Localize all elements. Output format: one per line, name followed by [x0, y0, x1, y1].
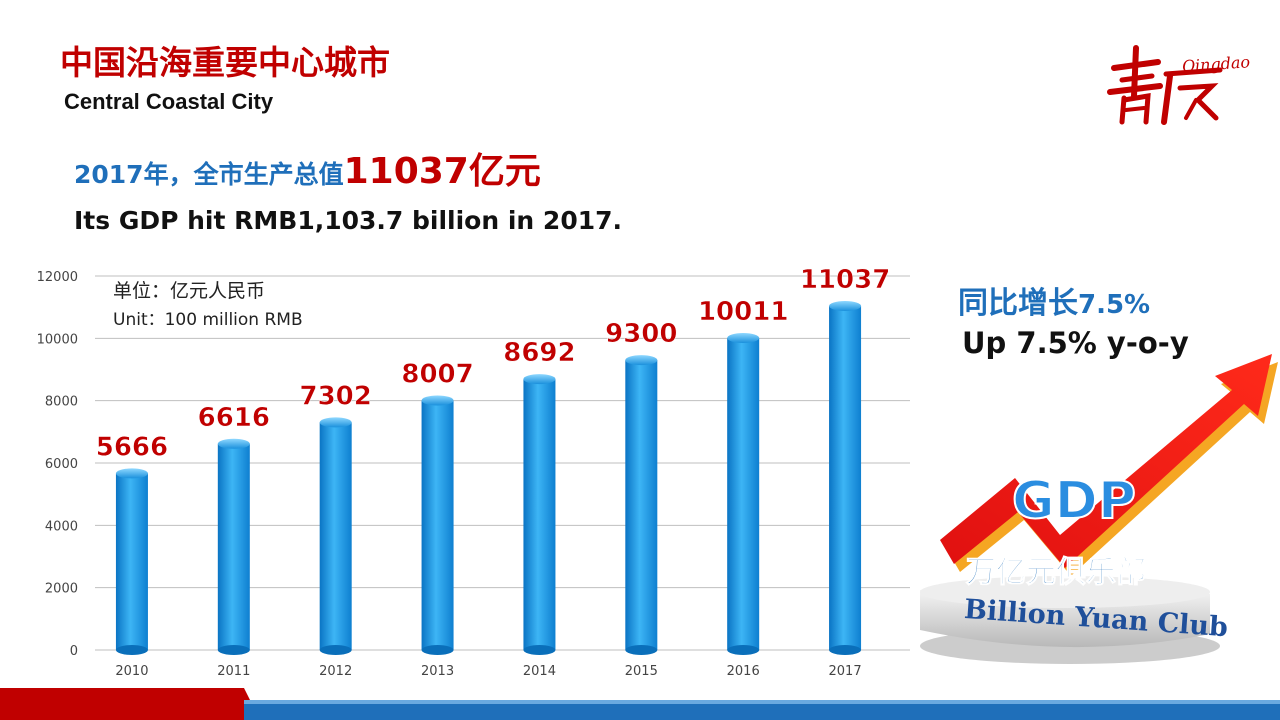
- bar-body: [115, 473, 148, 650]
- bar-2013: [421, 395, 454, 655]
- growth-text-cn: 同比增长: [958, 286, 1078, 321]
- gdp-bar-chart: 0 2000 4000 6000 8000 10000 12000 5666 2010 6616 2…: [37, 265, 910, 679]
- data-label: 8692: [503, 338, 575, 368]
- bar-body: [319, 422, 352, 650]
- data-label: 6616: [198, 403, 270, 433]
- qingdao-script-text: Qingdao: [1181, 52, 1250, 76]
- gdp-headline-lead: 2017年，全市生产总值: [74, 160, 344, 189]
- red-growth-arrow: [940, 354, 1278, 576]
- y-tick-label: 10000: [37, 332, 78, 347]
- y-tick-label: 6000: [45, 457, 78, 472]
- bar-base: [625, 645, 658, 655]
- bar-base: [115, 645, 148, 655]
- bar-top: [625, 355, 658, 366]
- club-label-cn: 万亿元俱乐部: [966, 555, 1146, 590]
- y-tick-label: 0: [70, 644, 78, 659]
- x-tick-label: 2016: [727, 664, 760, 679]
- bar-top: [115, 468, 148, 479]
- bar-base: [319, 645, 352, 655]
- x-tick-label: 2014: [523, 664, 556, 679]
- bar-base: [523, 645, 556, 655]
- chart-unit-cn: 单位：亿元人民币: [113, 280, 265, 302]
- bar-top: [319, 417, 352, 428]
- x-tick-label: 2013: [421, 664, 454, 679]
- gdp-headline-amount: 11037亿元: [343, 151, 541, 192]
- bar-base: [217, 645, 250, 655]
- growth-pct: 7.5%: [1078, 290, 1151, 320]
- bar-2014: [523, 374, 556, 655]
- slide-title-cn: 中国沿海重要中心城市: [60, 43, 390, 82]
- qingdao-calligraphy-mark: [1107, 45, 1223, 125]
- bar-base: [727, 645, 760, 655]
- data-label: 7302: [300, 381, 372, 411]
- y-tick-label: 12000: [37, 270, 78, 285]
- bottom-decor-bar: [0, 688, 1280, 720]
- bar-top: [523, 374, 556, 385]
- data-label: 5666: [96, 432, 168, 462]
- data-label: 8007: [401, 359, 473, 389]
- data-label: 11037: [800, 265, 890, 295]
- bar-2010: [115, 468, 148, 655]
- data-label: 10011: [698, 297, 788, 327]
- x-tick-label: 2012: [319, 664, 352, 679]
- bar-2012: [319, 417, 352, 655]
- slide-title-en: Central Coastal City: [64, 89, 274, 114]
- y-tick-label: 2000: [45, 582, 78, 597]
- bar-top: [421, 395, 454, 406]
- bar-body: [523, 379, 556, 650]
- y-tick-label: 8000: [45, 395, 78, 410]
- bar-2015: [625, 355, 658, 655]
- bar-body: [625, 360, 658, 650]
- x-tick-label: 2010: [115, 664, 148, 679]
- bar-2011: [217, 438, 250, 655]
- gdp-label: GDP: [1012, 471, 1136, 531]
- bar-2016: [727, 332, 760, 655]
- bar-base: [421, 645, 454, 655]
- gdp-headline-cn: 2017年，全市生产总值11037亿元: [74, 142, 541, 194]
- qingdao-logo: Qingdao: [1107, 45, 1251, 125]
- bar-body: [829, 306, 862, 650]
- gdp-headline-en: Its GDP hit RMB1,103.7 billion in 2017.: [74, 206, 623, 235]
- bar-body: [217, 443, 250, 650]
- growth-label-en: Up 7.5% y-o-y: [962, 326, 1189, 360]
- bar-top: [829, 301, 862, 312]
- bar-body: [727, 337, 760, 650]
- gdp-club-illustration: GDP 万亿元俱乐部 Billion Yuan Club: [920, 354, 1278, 664]
- y-tick-label: 4000: [45, 519, 78, 534]
- bar-body: [421, 400, 454, 650]
- chart-unit-en: Unit：100 million RMB: [113, 310, 303, 330]
- bar-top: [217, 438, 250, 449]
- x-tick-label: 2011: [217, 664, 250, 679]
- data-label: 9300: [605, 319, 677, 349]
- growth-label-cn: 同比增长7.5%: [958, 278, 1150, 322]
- x-tick-label: 2017: [829, 664, 862, 679]
- x-tick-label: 2015: [625, 664, 658, 679]
- silver-plate: [920, 576, 1220, 664]
- bar-top: [727, 332, 760, 343]
- bar-base: [829, 645, 862, 655]
- bar-2017: [829, 301, 862, 655]
